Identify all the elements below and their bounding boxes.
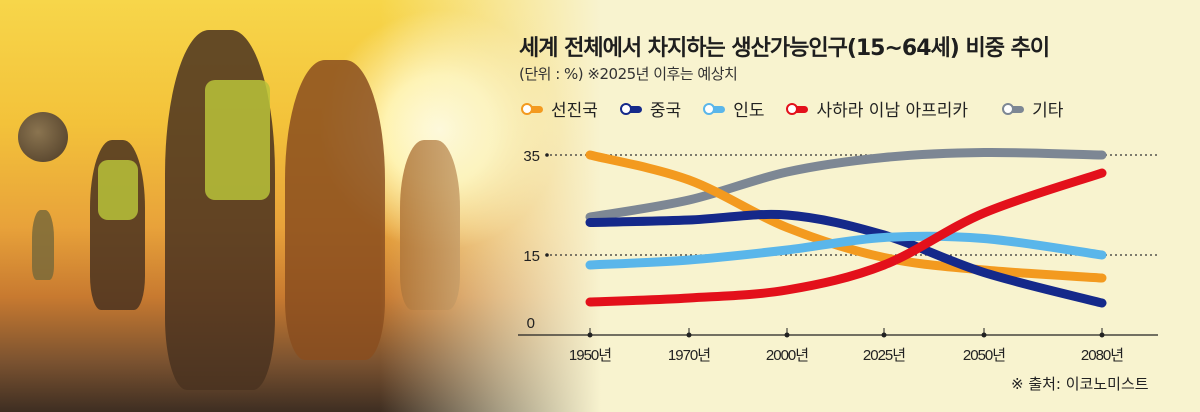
x-tick-label: 1970년 [668, 347, 710, 364]
x-tick-dot [981, 332, 987, 338]
x-tick-label: 1950년 [569, 347, 611, 364]
x-tick-dot [587, 332, 593, 338]
x-tick-label: 2080년 [1081, 347, 1123, 364]
legend-item-other: 기타 [1002, 96, 1063, 121]
chart-subtitle: (단위 : %) ※2025년 이후는 예상치 [519, 65, 738, 83]
series-line [585, 231, 1107, 270]
chart-legend: 선진국 중국 인도 사하라 이남 아프리카 기타 [521, 96, 1085, 121]
legend-item-sub-saharan-africa: 사하라 이남 아프리카 [786, 96, 968, 121]
x-tick-label: 2050년 [963, 347, 1005, 364]
legend-swatch-icon [703, 102, 726, 115]
legend-item-china: 중국 [619, 96, 682, 121]
y-tick-label: 35 [523, 148, 540, 165]
player-silhouette [32, 210, 54, 280]
player-silhouette [285, 60, 385, 360]
legend-label: 기타 [1032, 101, 1064, 121]
player-vest [98, 160, 138, 220]
soccer-ball-image [18, 112, 68, 162]
y-tick-label: 15 [523, 248, 540, 265]
series-line [585, 168, 1107, 307]
player-vest [205, 80, 270, 200]
x-tick-label: 2000년 [766, 347, 808, 364]
legend-item-india: 인도 [703, 96, 764, 121]
legend-swatch-icon [1002, 102, 1025, 115]
legend-swatch-icon [619, 102, 642, 115]
series-line [585, 209, 1107, 308]
x-tick-dot [784, 332, 790, 338]
legend-label: 중국 [649, 101, 682, 121]
y-tick-dot [545, 253, 549, 257]
x-tick-dot [881, 332, 887, 338]
legend-item-developed: 선진국 [521, 96, 598, 121]
y-tick-label: 0 [527, 315, 535, 332]
legend-label: 인도 [733, 101, 765, 121]
legend-swatch-icon [521, 102, 543, 115]
series-line [585, 147, 1107, 222]
source-note: ※ 출처: 이코노미스트 [1011, 375, 1149, 393]
x-tick-dot [686, 332, 692, 338]
legend-label: 사하라 이남 아프리카 [816, 101, 969, 121]
photo-fade-overlay [380, 0, 640, 412]
x-tick-label: 2025년 [863, 347, 905, 364]
legend-label: 선진국 [551, 101, 598, 121]
x-tick-dot [1099, 332, 1105, 338]
legend-swatch-icon [786, 102, 809, 115]
y-tick-dot [545, 153, 549, 157]
chart-title: 세계 전체에서 차지하는 생산가능인구(15~64세) 비중 추이 [519, 36, 1050, 61]
